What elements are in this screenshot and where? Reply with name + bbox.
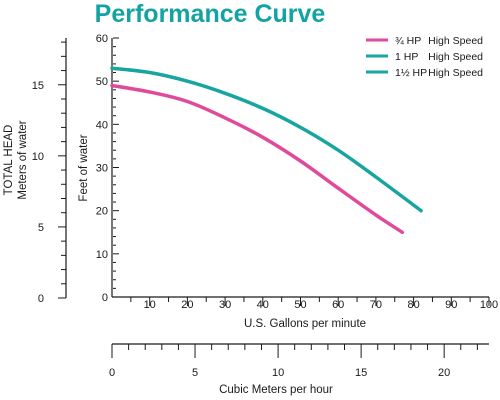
cubic-meters-axis-title: Cubic Meters per hour [219, 384, 333, 396]
cubic-meters-axis-tick-label: 20 [438, 367, 450, 379]
gpm-axis-tick-label: 100 [480, 299, 498, 311]
legend-series-speed: High Speed [428, 51, 483, 63]
meters-axis-tick-label: 0 [38, 293, 44, 305]
gpm-axis-tick-label: 80 [407, 299, 419, 311]
cubic-meters-axis-tick-label: 0 [109, 367, 115, 379]
legend-series-speed: High Speed [428, 35, 483, 47]
gpm-axis-tick-label: 50 [294, 299, 306, 311]
gpm-axis-tick-label: 20 [181, 299, 193, 311]
gpm-axis-tick-label: 90 [445, 299, 457, 311]
gpm-axis-tick-label: 70 [370, 299, 382, 311]
gpm-axis-tick-label: 60 [332, 299, 344, 311]
cubic-meters-axis: Cubic Meters per hour 0 5 10 15 20 [109, 343, 489, 396]
series-line [110, 66, 423, 213]
cubic-meters-axis-tick-label: 10 [272, 367, 284, 379]
feet-axis-tick-label: 20 [96, 206, 108, 218]
gpm-axis: U.S. Gallons per minute 10 20 30 40 50 60 70 80… [112, 296, 498, 330]
feet-axis-title: Feet of water [78, 134, 90, 201]
gpm-axis-title: U.S. Gallons per minute [244, 318, 366, 330]
gpm-axis-tick-label: 40 [257, 299, 269, 311]
chart-title: Performance Curve [95, 0, 326, 28]
meters-axis-tick-label: 5 [38, 222, 44, 234]
cubic-meters-axis-tick-label: 15 [355, 367, 367, 379]
feet-axis-tick-label: 0 [102, 292, 108, 304]
feet-axis: Feet of water 0 10 20 30 40 50 60 [78, 33, 119, 304]
feet-axis-tick-label: 60 [96, 33, 108, 45]
series-layer [110, 66, 423, 235]
meters-axis-title-line1: TOTAL HEAD [3, 125, 15, 196]
feet-axis-tick-label: 50 [96, 76, 108, 88]
meters-axis-tick-label: 15 [32, 80, 44, 92]
series-line [110, 83, 405, 235]
feet-axis-tick-label: 30 [96, 163, 108, 175]
meters-axis: TOTAL HEAD Meters of water 0 5 10 15 [3, 38, 67, 305]
feet-axis-tick-label: 10 [96, 249, 108, 261]
feet-axis-tick-label: 40 [96, 119, 108, 131]
legend-series-speed: High Speed [428, 67, 483, 79]
legend-series-name: 1 HP [395, 51, 418, 63]
meters-axis-title-line2: Meters of water [17, 120, 29, 199]
cubic-meters-axis-tick-label: 5 [192, 367, 198, 379]
meters-axis-tick-label: 10 [32, 151, 44, 163]
gpm-axis-tick-label: 10 [144, 299, 156, 311]
legend-series-name: ¾ HP [395, 35, 421, 47]
legend-series-name: 1½ HP [395, 67, 427, 79]
gpm-axis-tick-label: 30 [219, 299, 231, 311]
